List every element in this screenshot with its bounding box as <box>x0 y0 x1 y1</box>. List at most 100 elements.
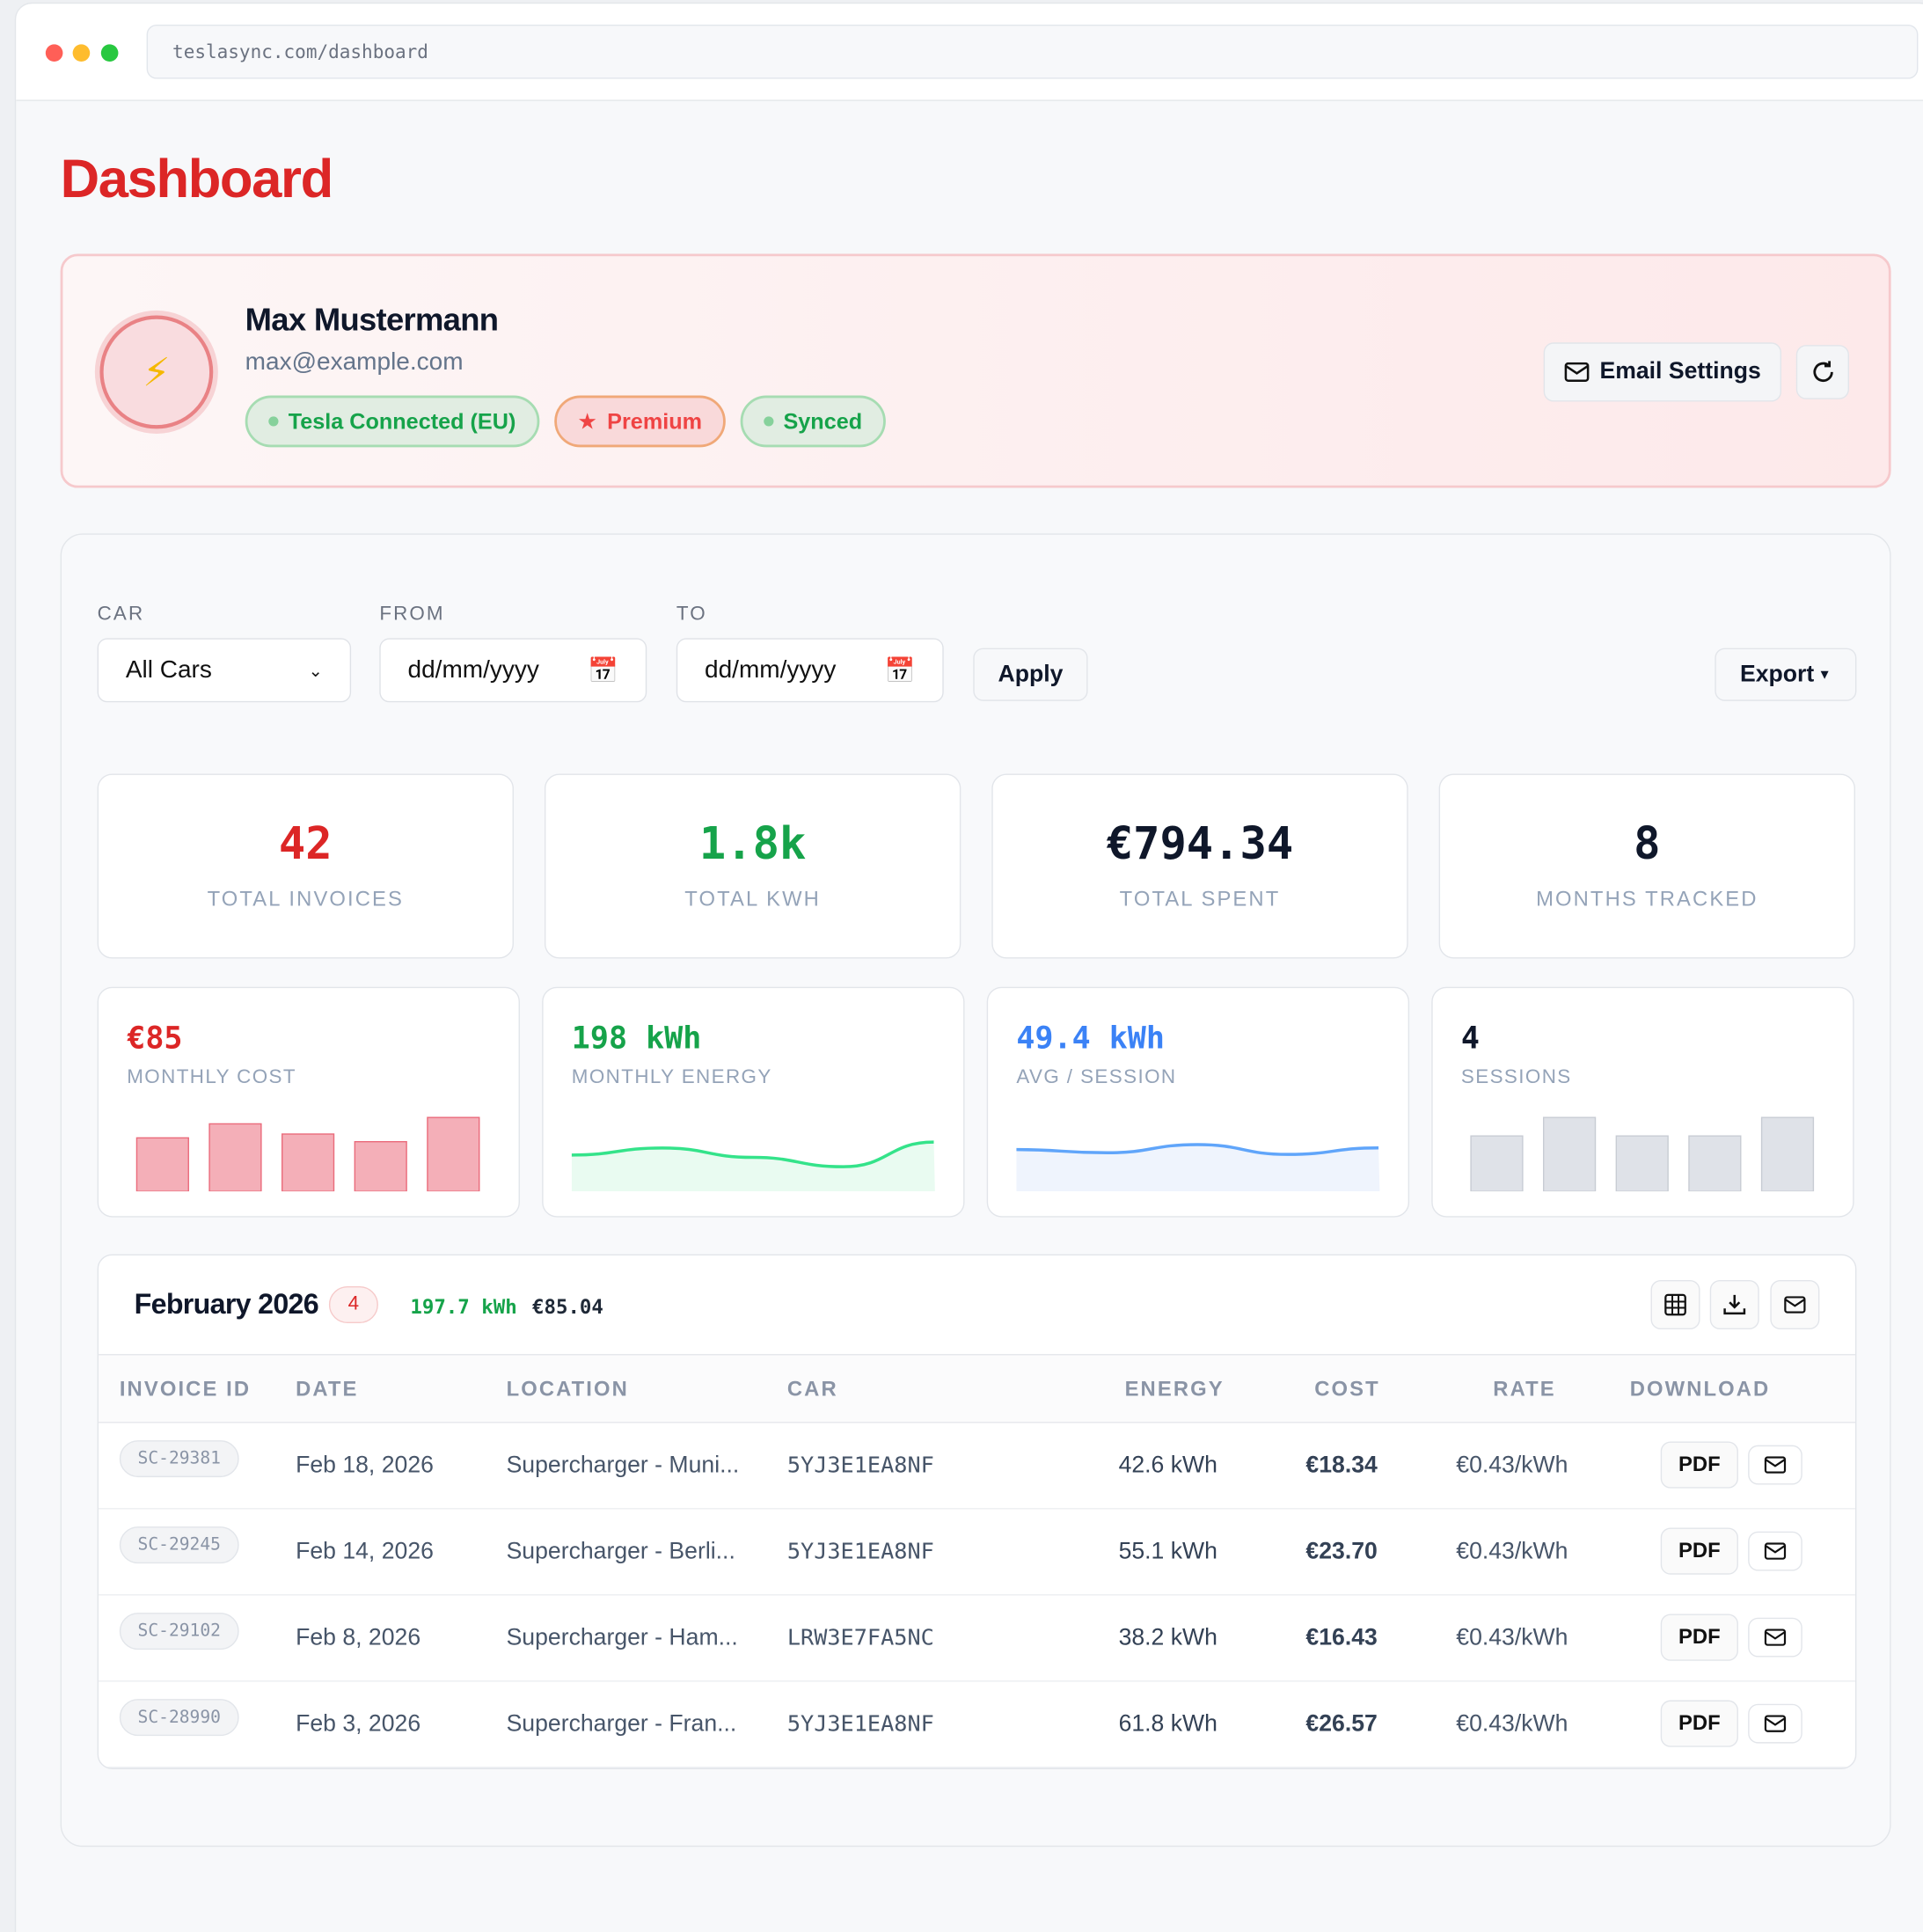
invoice-cost: €16.43 <box>1305 1625 1378 1651</box>
address-bar[interactable]: teslasync.com/dashboard <box>146 25 1919 79</box>
grid-icon <box>1664 1293 1686 1316</box>
invoice-location: Supercharger - Ham... <box>506 1625 738 1651</box>
invoice-energy: 42.6 kWh <box>1118 1453 1217 1479</box>
mail-icon <box>1764 1715 1787 1732</box>
close-dot[interactable] <box>45 44 63 62</box>
pdf-download-button[interactable]: PDF <box>1660 1527 1738 1575</box>
user-email: max@example.com <box>245 348 464 377</box>
export-button[interactable]: Export ▼ <box>1715 648 1857 701</box>
stat-value: 42 <box>278 819 333 870</box>
sparkline <box>135 1116 480 1192</box>
email-invoice-button[interactable] <box>1748 1617 1802 1658</box>
pdf-download-button[interactable]: PDF <box>1660 1614 1738 1661</box>
invoice-cost: €18.34 <box>1305 1453 1378 1479</box>
email-month-button[interactable] <box>1770 1280 1820 1330</box>
column-header: LOCATION <box>506 1377 629 1401</box>
maximize-dot[interactable] <box>100 44 119 62</box>
spark-bar <box>281 1133 335 1192</box>
download-icon <box>1723 1294 1746 1315</box>
email-settings-button[interactable]: Email Settings <box>1543 342 1781 402</box>
invoice-id[interactable]: SC-29245 <box>119 1526 239 1564</box>
status-dot-icon <box>764 416 774 427</box>
invoice-rate: €0.43/kWh <box>1456 1711 1568 1738</box>
badge-label: Tesla Connected (EU) <box>288 408 516 434</box>
sparkline <box>571 1140 935 1192</box>
month-kwh: 197.7 kWh <box>410 1294 517 1319</box>
mail-icon <box>1784 1296 1806 1314</box>
stat-card: 42 TOTAL INVOICES <box>97 773 514 959</box>
browser-window: teslasync.com/dashboard Dashboard ⚡ Max … <box>14 2 1923 1932</box>
spark-bar <box>1470 1135 1524 1192</box>
page-title: Dashboard <box>60 149 334 210</box>
to-date-input[interactable]: dd/mm/yyyy 📅 <box>676 638 944 703</box>
caret-down-icon: ▼ <box>1817 667 1832 683</box>
from-placeholder: dd/mm/yyyy <box>407 655 539 684</box>
user-name: Max Mustermann <box>245 300 499 338</box>
spark-bar <box>427 1116 480 1192</box>
tesla-connected-badge: Tesla Connected (EU) <box>245 395 539 448</box>
email-invoice-button[interactable] <box>1748 1531 1802 1571</box>
mini-chart-card: 49.4 kWh AVG / SESSION <box>986 986 1410 1218</box>
calendar-icon[interactable]: 📅 <box>884 657 916 684</box>
mini-value: €85 <box>127 1020 183 1057</box>
invoice-date: Feb 3, 2026 <box>296 1711 421 1738</box>
car-label: CAR <box>97 604 145 626</box>
badge-label: Synced <box>783 408 863 434</box>
table-row: SC-29381 Feb 18, 2026 Supercharger - Muni.… <box>99 1423 1856 1510</box>
stat-label: TOTAL INVOICES <box>207 887 405 911</box>
export-label: Export <box>1739 661 1815 687</box>
invoice-date: Feb 14, 2026 <box>296 1539 434 1565</box>
invoice-id[interactable]: SC-29102 <box>119 1613 239 1650</box>
mail-icon <box>1764 1628 1787 1646</box>
invoice-rate: €0.43/kWh <box>1456 1625 1568 1651</box>
invoice-date: Feb 18, 2026 <box>296 1453 434 1479</box>
table-header: INVOICE ID DATE LOCATION CAR ENERGY COST RATE D… <box>99 1354 1856 1423</box>
invoice-id[interactable]: SC-29381 <box>119 1440 239 1478</box>
column-header: RATE <box>1493 1377 1556 1401</box>
email-invoice-button[interactable] <box>1748 1703 1802 1744</box>
mini-label: MONTHLY ENERGY <box>571 1066 772 1088</box>
synced-badge: Synced <box>740 395 886 448</box>
column-header: DOWNLOAD <box>1629 1377 1771 1401</box>
invoice-id[interactable]: SC-28990 <box>119 1699 239 1737</box>
invoice-cost: €23.70 <box>1305 1539 1378 1565</box>
apply-button[interactable]: Apply <box>973 648 1088 701</box>
mini-label: MONTHLY COST <box>127 1066 296 1088</box>
invoice-location: Supercharger - Muni... <box>506 1453 740 1479</box>
invoices-panel: CAR All Cars ⌄ FROM dd/mm/yyyy 📅 TO dd/mm/… <box>60 533 1891 1848</box>
email-invoice-button[interactable] <box>1748 1445 1802 1485</box>
mail-icon <box>1764 1542 1787 1560</box>
chevron-down-icon: ⌄ <box>308 659 323 680</box>
stat-value: €794.34 <box>1106 819 1294 870</box>
refresh-button[interactable] <box>1795 345 1850 399</box>
invoice-car: 5YJ3E1EA8NF <box>786 1539 934 1565</box>
status-dot-icon <box>268 416 279 427</box>
invoice-rate: €0.43/kWh <box>1456 1539 1568 1565</box>
mini-chart-card: €85 MONTHLY COST <box>97 986 520 1218</box>
sparkline <box>1016 1143 1380 1192</box>
pdf-download-button[interactable]: PDF <box>1660 1700 1738 1747</box>
stat-card: 1.8k TOTAL KWH <box>544 773 962 959</box>
mini-chart-card: 4 SESSIONS <box>1431 986 1854 1218</box>
lightning-icon: ⚡ <box>99 315 214 429</box>
to-placeholder: dd/mm/yyyy <box>705 655 837 684</box>
table-view-button[interactable] <box>1650 1280 1700 1330</box>
mail-icon <box>1563 362 1589 382</box>
spark-area <box>1016 1144 1380 1192</box>
stat-label: TOTAL KWH <box>684 887 821 911</box>
month-title: February 2026 <box>134 1287 319 1320</box>
car-select[interactable]: All Cars ⌄ <box>97 638 352 703</box>
car-select-value: All Cars <box>125 655 212 684</box>
from-date-input[interactable]: dd/mm/yyyy 📅 <box>379 638 647 703</box>
calendar-icon[interactable]: 📅 <box>588 657 619 684</box>
mail-icon <box>1764 1456 1787 1474</box>
column-header: CAR <box>786 1377 838 1401</box>
download-month-button[interactable] <box>1709 1280 1759 1330</box>
browser-chrome: teslasync.com/dashboard <box>16 4 1923 101</box>
stat-label: TOTAL SPENT <box>1119 887 1281 911</box>
invoice-car: 5YJ3E1EA8NF <box>786 1711 934 1738</box>
month-invoices-table: February 2026 4 197.7 kWh €85.04 INVOICE… <box>97 1254 1857 1769</box>
invoice-energy: 55.1 kWh <box>1118 1539 1217 1565</box>
minimize-dot[interactable] <box>72 44 91 62</box>
pdf-download-button[interactable]: PDF <box>1660 1441 1738 1489</box>
